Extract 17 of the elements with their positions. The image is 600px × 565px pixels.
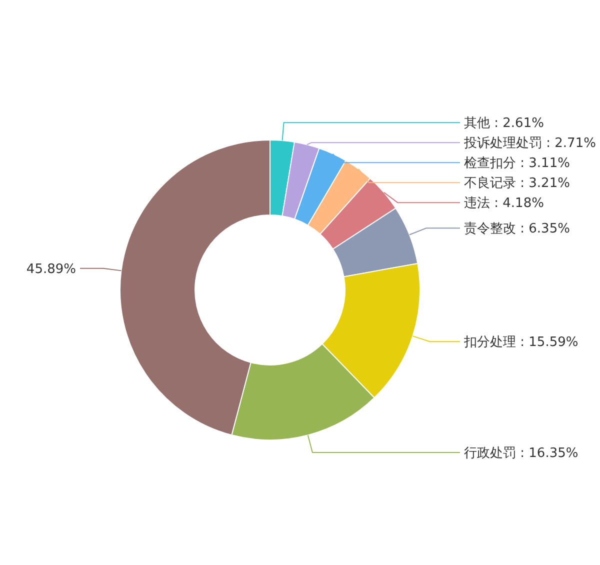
- data-label: 45.89%: [26, 262, 76, 277]
- data-label: : 3.11%: [520, 156, 570, 172]
- data-label: : 3.21%: [520, 176, 570, 192]
- slice-label: 责令整改: [464, 222, 520, 237]
- data-label: : 15.59%: [520, 335, 578, 350]
- slice-label: 违法: [464, 196, 494, 212]
- slice-label: 不良记录: [464, 176, 520, 192]
- slice-label: 其他: [464, 116, 494, 132]
- data-label: : 16.35%: [520, 446, 578, 462]
- data-label: : 2.71%: [546, 136, 596, 152]
- slice-label: 检查扣分: [464, 156, 520, 172]
- data-label: : 2.61%: [494, 116, 544, 132]
- slice-label: 扣分处理: [463, 335, 520, 350]
- slice-label: 投诉处理处罚: [463, 136, 546, 152]
- data-label: : 4.18%: [494, 196, 544, 212]
- slice-label: 行政处罚: [464, 446, 520, 462]
- data-label: : 6.35%: [520, 222, 570, 237]
